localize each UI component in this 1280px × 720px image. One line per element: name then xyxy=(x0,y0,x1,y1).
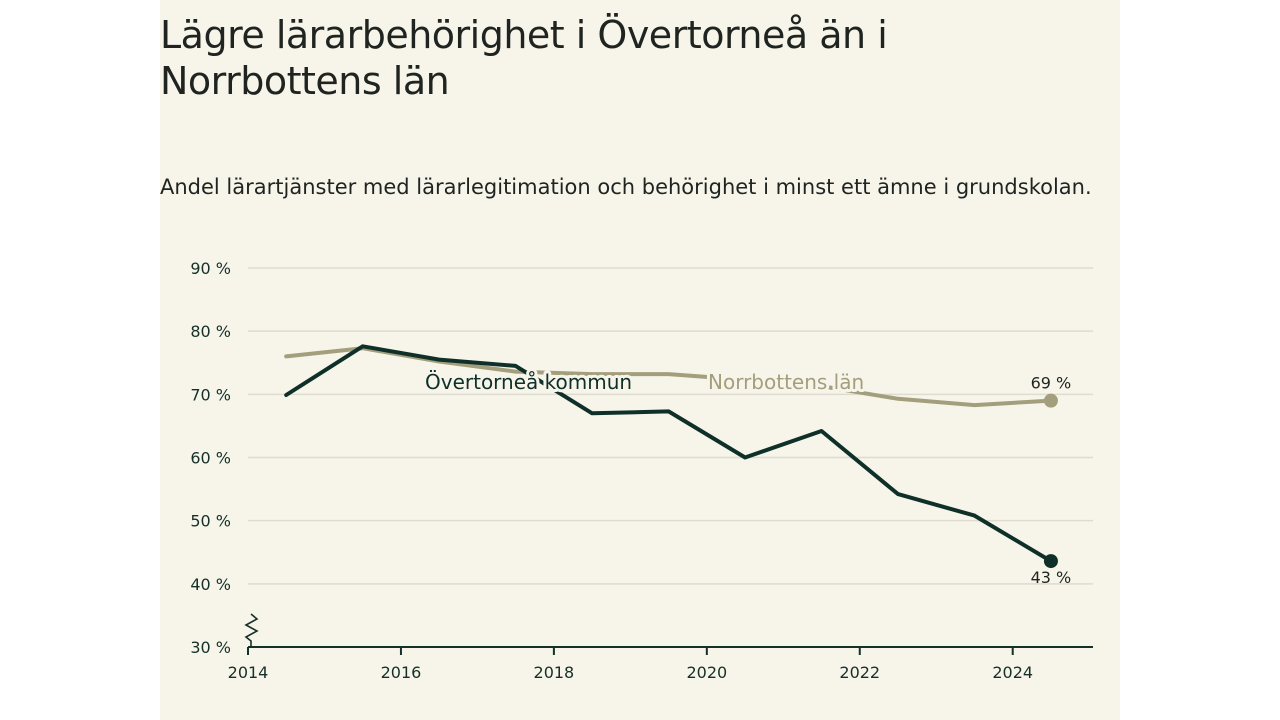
series-labels: Övertorneå kommun Norrbottens län 69 % 43 % xyxy=(422,367,1072,587)
y-tick-label: 80 % xyxy=(190,322,231,341)
y-tick-label: 60 % xyxy=(190,449,231,468)
y-tick-label: 40 % xyxy=(190,575,231,594)
chart-title: Lägre lärarbehörighet i Övertorneå än i … xyxy=(160,13,888,103)
end-value-label: 43 % xyxy=(1031,568,1072,587)
end-point-marker xyxy=(1043,393,1058,408)
chart-subtitle: Andel lärartjänster med lärarlegitimatio… xyxy=(160,175,1092,199)
y-tick-label: 70 % xyxy=(190,385,231,404)
end-value-label: 69 % xyxy=(1031,374,1072,393)
series-line xyxy=(284,346,1053,408)
series-line xyxy=(284,344,1053,564)
axis-break-icon xyxy=(244,613,259,647)
x-axis: 2014 2016 2018 2020 2022 2024 xyxy=(228,613,1093,682)
series-label: Övertorneå kommun xyxy=(425,370,632,394)
end-point-marker xyxy=(1043,554,1058,569)
x-tick-label: 2018 xyxy=(534,663,575,682)
chart-card: Lägre lärarbehörighet i Övertorneå än i … xyxy=(160,0,1120,720)
x-tick-label: 2022 xyxy=(839,663,880,682)
y-axis: 30 % 40 % 50 % 60 % 70 % 80 % 90 % xyxy=(190,259,231,657)
y-tick-label: 90 % xyxy=(190,259,231,278)
series-label: Norrbottens län xyxy=(708,370,864,394)
x-tick-label: 2020 xyxy=(686,663,727,682)
x-tick-label: 2024 xyxy=(992,663,1033,682)
x-tick-label: 2014 xyxy=(228,663,269,682)
series xyxy=(284,344,1058,569)
y-tick-label: 30 % xyxy=(190,638,231,657)
line-chart: 30 %40 %50 %60 %70 %80 %90 % 2014 2016 201… xyxy=(190,259,1093,682)
gridlines xyxy=(248,267,1093,585)
y-tick-label: 50 % xyxy=(190,512,231,531)
x-tick-label: 2016 xyxy=(381,663,422,682)
